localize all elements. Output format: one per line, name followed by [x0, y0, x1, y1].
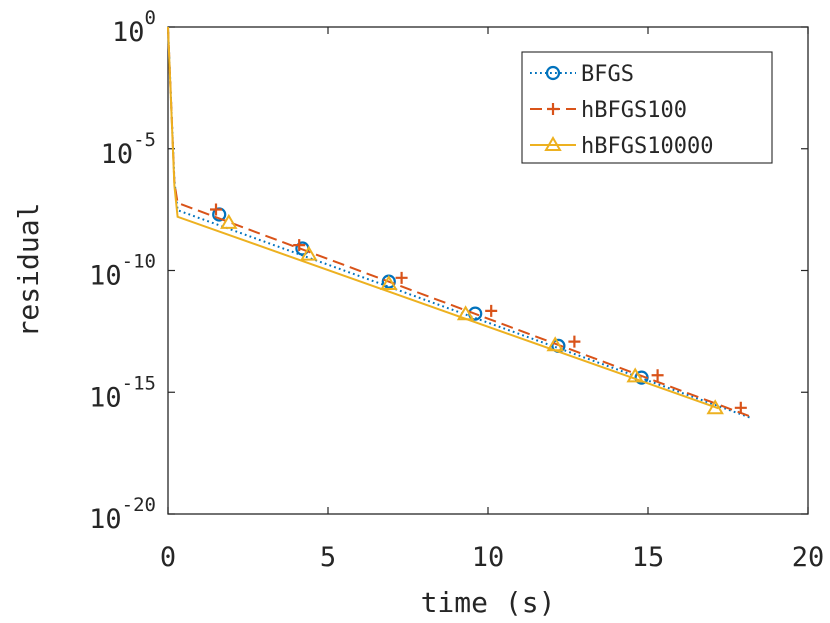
data-point	[220, 213, 238, 229]
y-tick-label: 10-10	[89, 251, 156, 292]
y-tick-exponent: -10	[122, 251, 156, 273]
data-point	[546, 336, 564, 352]
legend-marker	[545, 65, 561, 81]
legend-label: BFGS	[581, 62, 634, 87]
data-point	[626, 367, 644, 383]
series-layer	[167, 26, 754, 419]
y-tick-base: 10	[89, 382, 122, 413]
x-axis-label: time (s)	[421, 586, 556, 619]
x-tick-label: 20	[792, 542, 825, 573]
x-tick-label: 15	[632, 542, 665, 573]
y-tick-label: 10-5	[101, 129, 156, 170]
y-tick-exponent: -5	[133, 129, 156, 151]
y-tick-base: 10	[89, 504, 122, 535]
y-tick-label: 10-15	[89, 372, 156, 413]
y-tick-label: 100	[112, 7, 156, 48]
data-point	[706, 399, 724, 415]
legend-marker	[547, 103, 559, 115]
x-tick-label: 0	[160, 542, 176, 573]
x-tick-label: 5	[320, 542, 336, 573]
data-point	[485, 304, 498, 317]
data-point	[456, 305, 475, 321]
legend-marker	[544, 136, 562, 151]
legend-label: hBFGS10000	[581, 134, 713, 159]
data-point	[395, 271, 408, 284]
legend: BFGS hBFGS100 hBFGS10000	[521, 51, 773, 164]
series-line	[167, 26, 719, 410]
y-axis-label: residual	[12, 203, 45, 338]
x-tick-label: 10	[472, 542, 505, 573]
y-tick-exponent: 0	[145, 7, 156, 29]
series-hBFGS10000	[167, 26, 724, 415]
data-point	[651, 369, 664, 382]
y-tick-base: 10	[89, 261, 122, 292]
data-point	[293, 239, 306, 252]
data-point	[300, 245, 318, 261]
data-point	[380, 274, 398, 290]
y-tick-exponent: -15	[122, 372, 156, 394]
data-point	[734, 401, 747, 414]
y-tick-base: 10	[101, 139, 134, 170]
data-point	[210, 203, 222, 216]
y-tick-exponent: -20	[122, 494, 156, 516]
y-tick-label: 10-20	[89, 494, 156, 535]
y-tick-base: 10	[112, 17, 145, 48]
legend-label: hBFGS100	[581, 98, 687, 123]
data-point	[568, 335, 581, 348]
